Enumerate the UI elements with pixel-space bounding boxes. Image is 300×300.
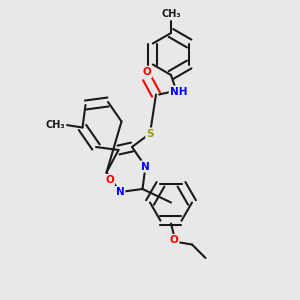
Text: O: O (169, 235, 178, 245)
Text: O: O (142, 67, 152, 77)
Text: CH₃: CH₃ (46, 119, 65, 130)
Text: S: S (146, 128, 154, 139)
Text: NH: NH (170, 86, 187, 97)
Text: CH₃: CH₃ (161, 9, 181, 20)
Text: N: N (141, 161, 150, 172)
Text: N: N (116, 187, 124, 197)
Text: O: O (105, 175, 114, 185)
